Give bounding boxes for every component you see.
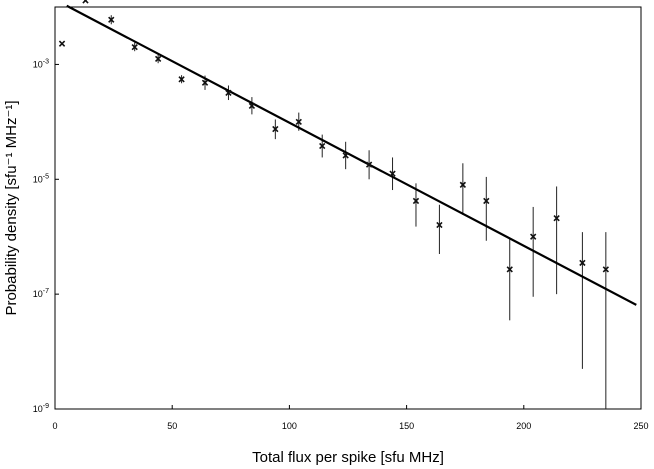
- y-axis-ticks: 10-3 10-5 10-7 10-9: [33, 58, 59, 414]
- data-point-marker: [154, 55, 162, 63]
- data-point-marker: [553, 215, 560, 222]
- data-point-marker: [579, 259, 586, 267]
- data-point-marker: [108, 16, 115, 23]
- x-tick-label: 0: [52, 421, 57, 431]
- data-point-marker: [58, 40, 66, 47]
- plot-area: [54, 6, 642, 410]
- x-tick-label: 50: [167, 421, 177, 431]
- data-point-marker: [248, 102, 256, 110]
- data-point-marker: [178, 76, 185, 83]
- data-point-marker: [272, 125, 279, 133]
- data-point-marker: [436, 221, 443, 229]
- x-axis-title: Total flux per spike [sfu MHz]: [252, 449, 444, 466]
- data-point-marker: [201, 79, 209, 86]
- data-point-marker: [459, 181, 467, 189]
- data-point-marker: [483, 197, 490, 205]
- data-point-marker: [342, 152, 349, 159]
- y-tick-label: 10-9: [33, 403, 49, 414]
- data-point-marker: [530, 233, 537, 240]
- x-tick-label: 250: [633, 421, 648, 431]
- fit-line: [66, 4, 637, 306]
- data-point-marker: [131, 43, 138, 51]
- y-tick-label: 10-7: [33, 288, 49, 299]
- data-point-marker: [602, 266, 610, 273]
- data-point-marker: [319, 142, 326, 150]
- data-point-marker: [506, 266, 513, 273]
- fit-line-group: [66, 4, 637, 306]
- x-tick-label: 150: [399, 421, 414, 431]
- x-axis-ticks: 0 50 100 150 200 250: [52, 405, 649, 431]
- data-point-marker: [295, 118, 302, 126]
- y-tick-label: 10-3: [33, 58, 49, 69]
- data-point-marker: [225, 89, 232, 97]
- y-axis-title: Probability density [sfu⁻¹ MHz⁻¹]: [3, 100, 20, 315]
- data-point-marker: [82, 0, 89, 4]
- y-tick-label: 10-5: [33, 173, 49, 184]
- data-point-marker: [389, 170, 396, 177]
- data-point-marker: [412, 197, 420, 205]
- x-tick-label: 100: [282, 421, 297, 431]
- x-tick-label: 200: [516, 421, 531, 431]
- data-point-marker: [365, 161, 373, 168]
- data-markers: [58, 0, 610, 273]
